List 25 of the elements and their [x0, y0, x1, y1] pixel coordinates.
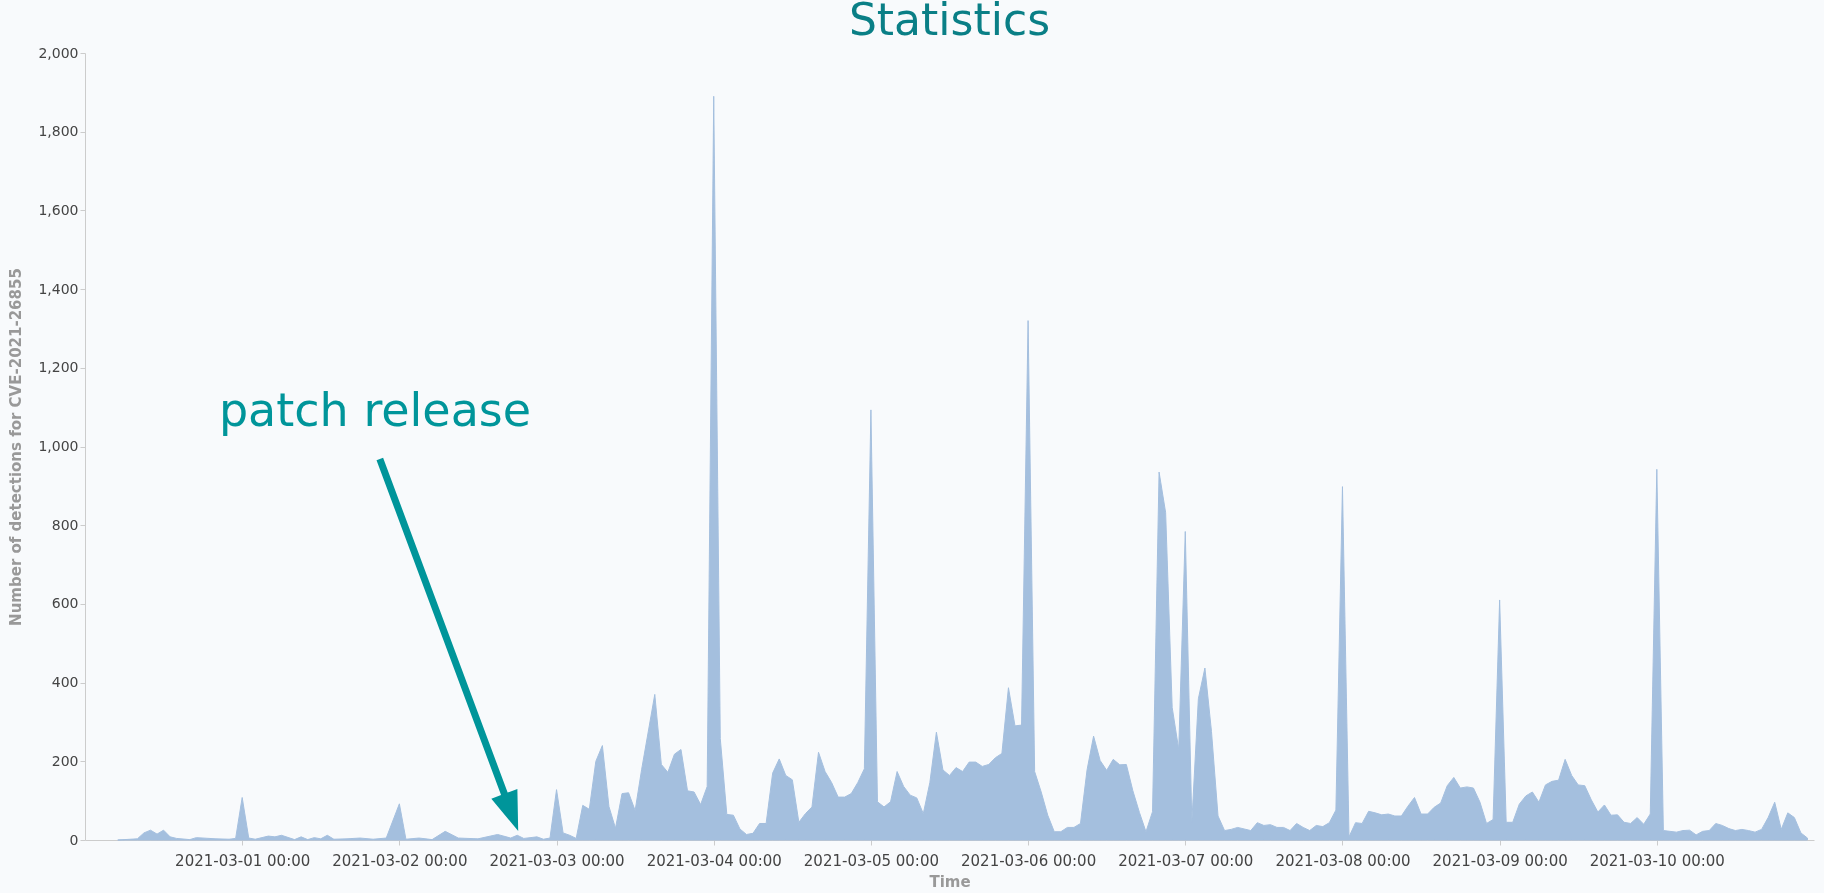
y-tick-label: 0 — [69, 831, 79, 848]
x-tick-label: 2021-03-10 00:00 — [1589, 851, 1725, 870]
y-tick-label: 2,000 — [38, 44, 79, 61]
x-tick-label: 2021-03-08 00:00 — [1275, 851, 1411, 870]
y-tick-label: 1,800 — [38, 123, 79, 140]
y-tick-label: 800 — [51, 516, 79, 533]
y-axis-title: Number of detections for CVE-2021-26855 — [7, 268, 26, 626]
y-tick-label: 1,000 — [38, 438, 79, 454]
x-tick-label: 2021-03-04 00:00 — [646, 851, 782, 870]
y-tick-label: 200 — [51, 752, 79, 769]
x-tick-label: 2021-03-03 00:00 — [489, 851, 625, 870]
x-tick-label: 2021-03-06 00:00 — [961, 851, 1097, 870]
x-tick-label: 2021-03-02 00:00 — [332, 851, 468, 870]
y-tick-label: 1,600 — [38, 201, 79, 218]
x-tick-label: 2021-03-09 00:00 — [1432, 851, 1568, 870]
y-tick-label: 400 — [51, 674, 79, 691]
x-tick-label: 2021-03-05 00:00 — [803, 851, 939, 870]
annotation: patch release — [218, 383, 532, 437]
x-tick-label: 2021-03-01 00:00 — [175, 851, 311, 870]
x-tick-label: 2021-03-07 00:00 — [1118, 851, 1254, 870]
y-tick-label: 600 — [51, 595, 79, 612]
chart-title: Statistics — [848, 0, 1051, 45]
y-tick-label: 1,400 — [38, 280, 79, 297]
x-axis-title: Time — [929, 872, 971, 891]
y-tick-label: 1,200 — [38, 359, 79, 376]
